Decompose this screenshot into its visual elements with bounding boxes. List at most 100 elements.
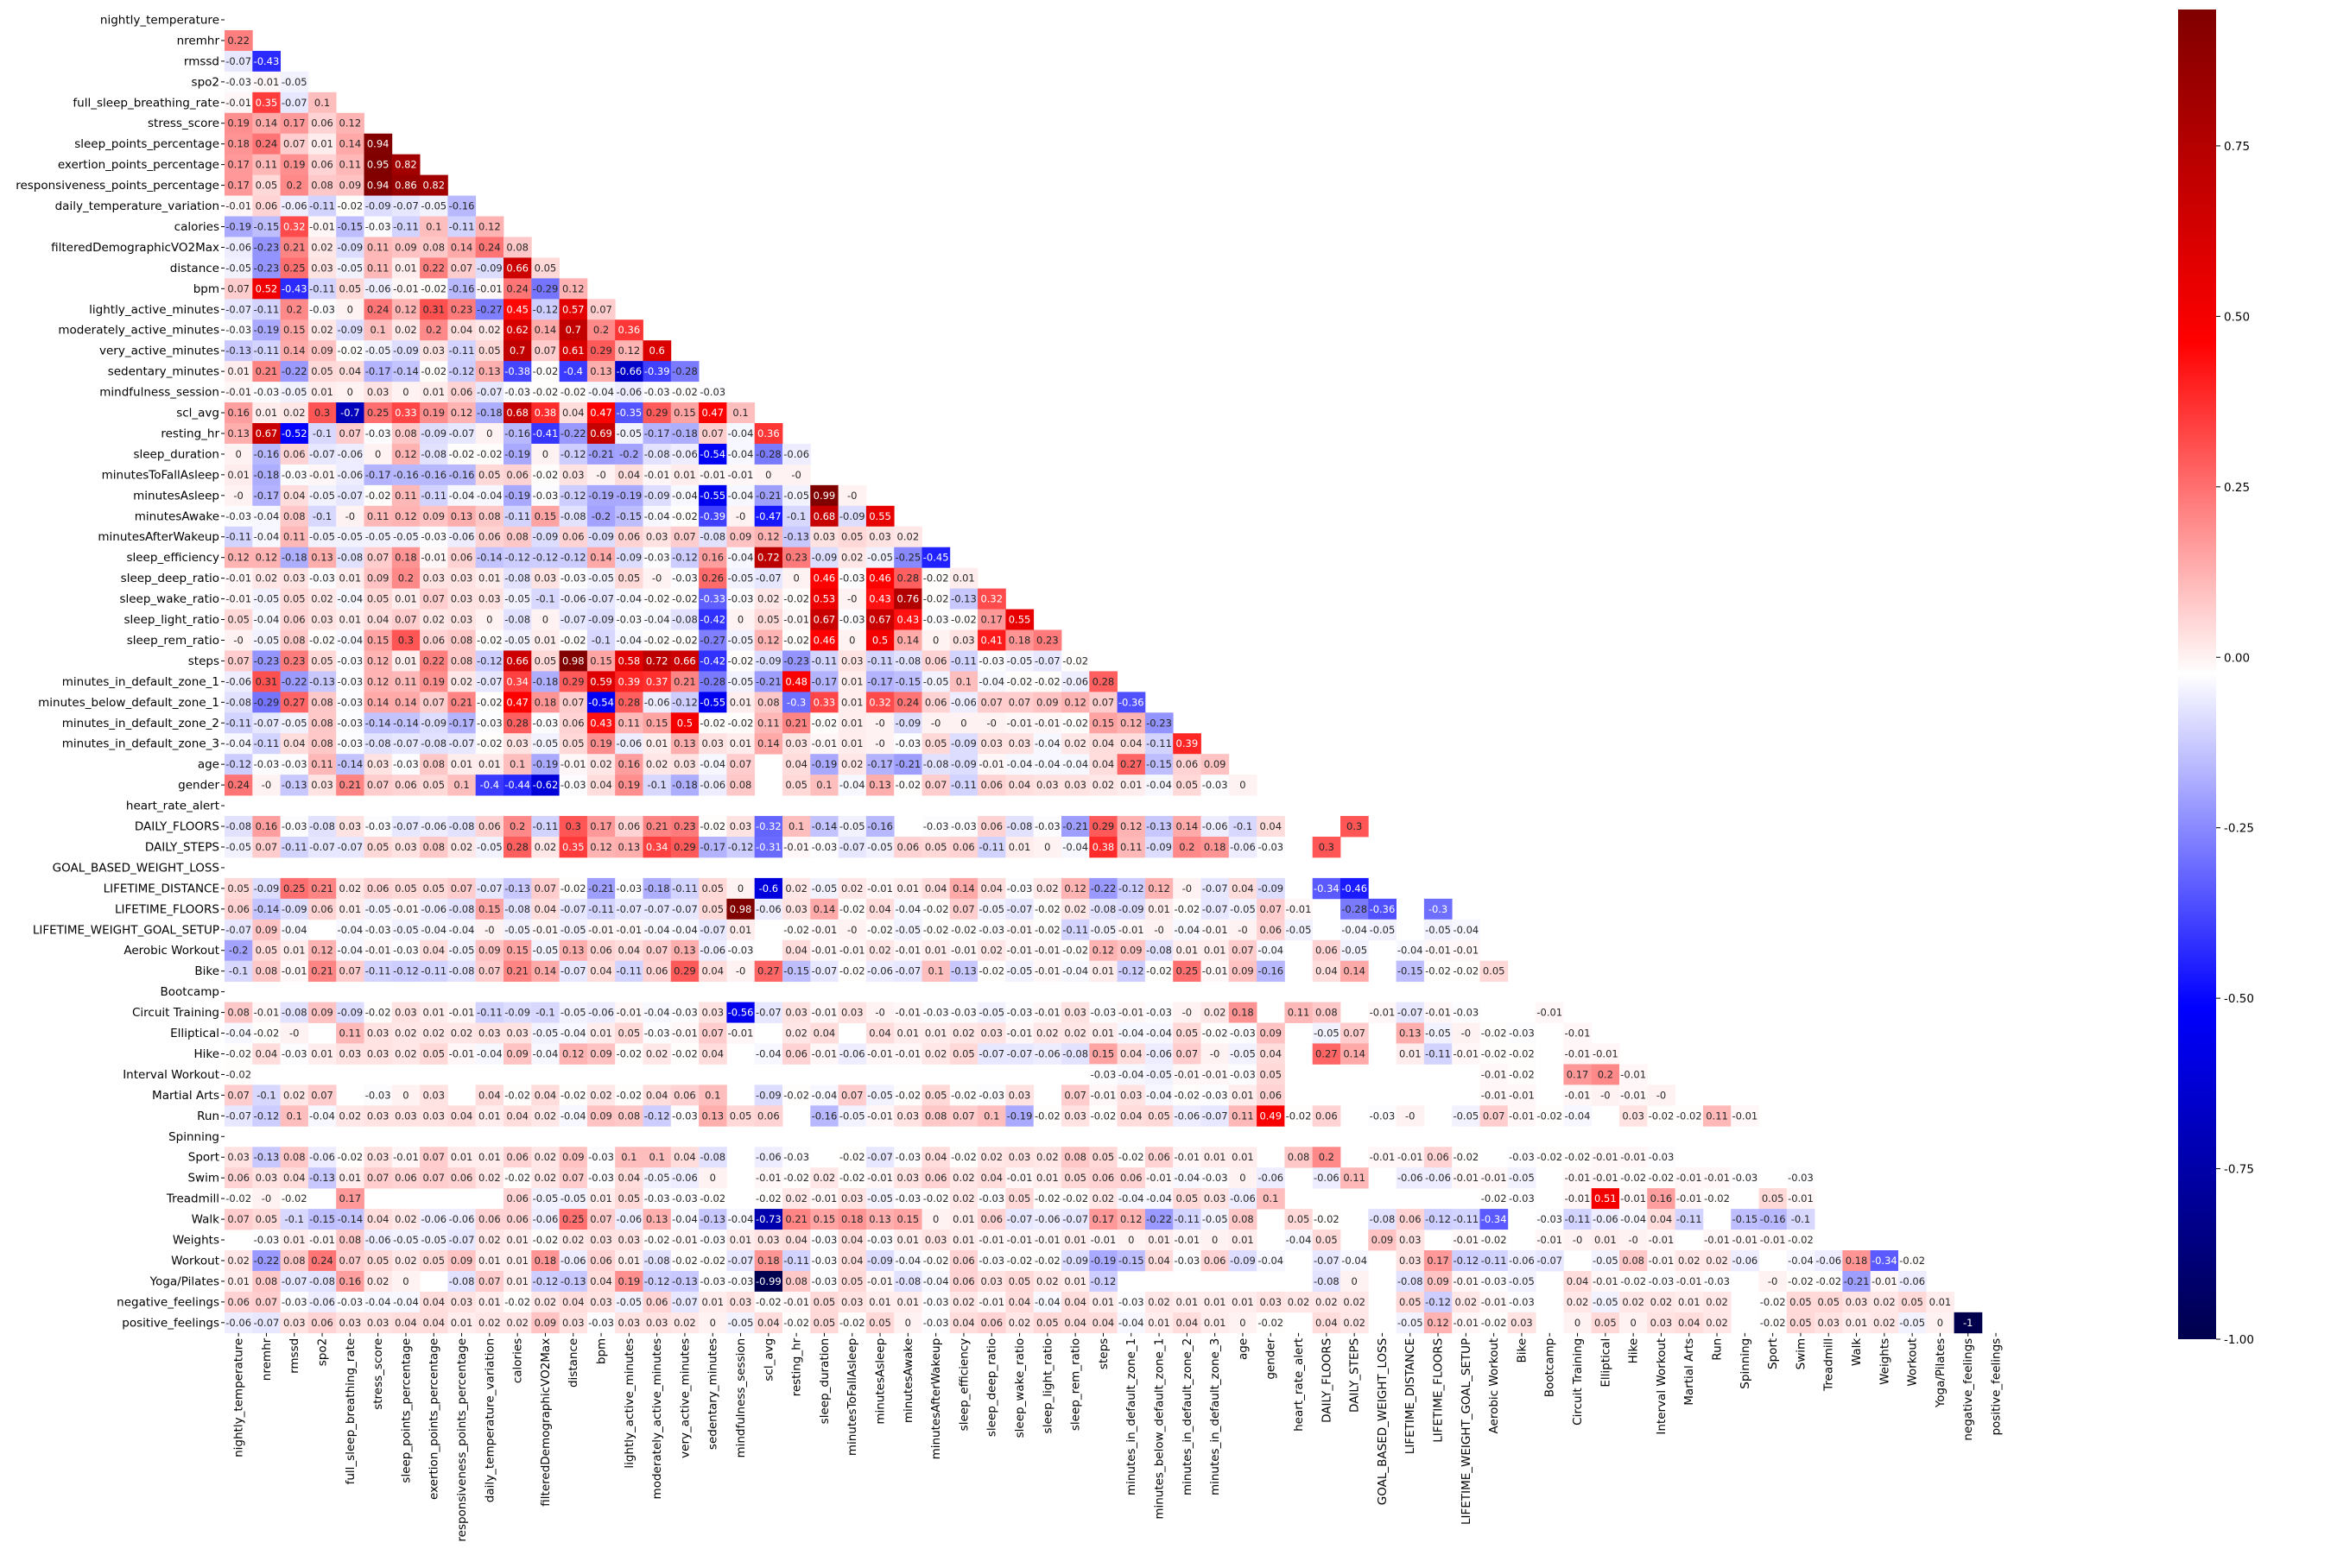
cell-value-label: -0.13: [282, 779, 307, 791]
heatmap-cell: [504, 319, 532, 341]
cell-value-label: -0.07: [1007, 1213, 1033, 1225]
cell-value-label: -0.08: [225, 696, 251, 708]
cell-value-label: -0.02: [1815, 1275, 1841, 1287]
row-label: Interval Workout: [123, 1068, 219, 1082]
cell-value-label: 0.08: [451, 634, 473, 646]
cell-value-label: -0.01: [644, 469, 670, 481]
cell-value-label: 0.06: [1092, 1172, 1115, 1184]
cell-value-label: 0.06: [953, 841, 975, 853]
heatmap-cell: [615, 402, 643, 424]
cell-value-label: 0.04: [980, 1172, 1003, 1184]
cell-value-label: 0.28: [1092, 675, 1115, 687]
cell-value-label: -0.04: [1341, 1255, 1367, 1267]
cell-value-label: 0.12: [256, 552, 278, 564]
column-label: sleep_wake_ratio: [1013, 1338, 1027, 1438]
cell-value-label: -0.07: [1202, 882, 1228, 895]
cell-value-label: -0.07: [672, 1296, 698, 1308]
cell-value-label: 0.12: [757, 634, 780, 646]
cell-value-label: -0.11: [951, 654, 977, 667]
column-label: sleep_deep_ratio: [985, 1338, 999, 1437]
heatmap-cell: [364, 382, 393, 403]
cell-value-label: -0.02: [477, 634, 503, 646]
cell-value-label: -0.04: [728, 1213, 754, 1225]
cell-value-label: 0.02: [1678, 1255, 1700, 1267]
cell-value-label: 0.04: [339, 365, 362, 377]
cell-value-label: -0.17: [254, 490, 280, 502]
cell-value-label: 0.02: [367, 1275, 390, 1287]
cell-value-label: 0.05: [1315, 1234, 1338, 1246]
cell-value-label: 0: [1351, 1275, 1357, 1287]
cell-value-label: 0.02: [535, 1172, 557, 1184]
cell-value-label: 0.08: [422, 758, 445, 770]
heatmap-cell: [364, 174, 393, 196]
cell-value-label: -0.07: [560, 903, 586, 915]
cell-value-label: -0.32: [756, 820, 782, 832]
cell-value-label: -0.08: [560, 510, 586, 522]
cell-value-label: 0.15: [283, 324, 306, 336]
cell-value-label: 0.08: [311, 737, 333, 749]
cell-value-label: 0.05: [814, 1296, 836, 1308]
cell-value-label: 0.5: [677, 717, 693, 729]
cell-value-label: 0.01: [1009, 841, 1031, 853]
cell-value-label: -0.39: [644, 365, 670, 377]
cell-value-label: 0.15: [478, 903, 501, 915]
heatmap-cell: [475, 382, 504, 403]
cell-value-label: -0.11: [421, 965, 446, 977]
column-label: Walk: [1850, 1338, 1864, 1367]
heatmap-cell: [615, 464, 643, 486]
cell-value-label: 0.03: [367, 1047, 390, 1059]
cell-value-label: 0.04: [535, 903, 557, 915]
cell-value-label: -0.02: [616, 1089, 642, 1101]
cell-value-label: -0.01: [1732, 1234, 1758, 1246]
cell-value-label: 0.09: [562, 1151, 585, 1163]
cell-value-label: 0.12: [562, 1047, 585, 1059]
cell-value-label: 0.01: [730, 924, 752, 936]
cell-value-label: -0.42: [700, 654, 725, 667]
cell-value-label: -0.04: [421, 924, 446, 936]
cell-value-label: 0.14: [953, 882, 975, 895]
cell-value-label: -0.02: [756, 1296, 782, 1308]
cell-value-label: -0.05: [839, 820, 865, 832]
cell-value-label: -0.02: [282, 1192, 307, 1204]
cell-value-label: -0.01: [1007, 1234, 1033, 1246]
cell-value-label: -0.02: [1007, 1255, 1033, 1267]
cell-value-label: 0.21: [506, 965, 529, 977]
cell-value-label: 0.02: [535, 1296, 557, 1308]
row-label: sleep_points_percentage: [74, 137, 219, 151]
cell-value-label: 0.13: [1399, 1027, 1422, 1040]
heatmap-cell: [336, 423, 364, 445]
cell-value-label: -0.01: [421, 552, 446, 564]
cell-value-label: 0.03: [422, 572, 445, 585]
column-label: Aerobic Workout: [1487, 1338, 1501, 1434]
cell-value-label: 0.08: [1622, 1255, 1644, 1267]
cell-value-label: -0.02: [700, 820, 725, 832]
row-label: Hike: [193, 1047, 219, 1061]
cell-value-label: -0.08: [309, 1275, 335, 1287]
heatmap-cell: [225, 237, 253, 258]
heatmap-cell: [364, 423, 393, 445]
cell-value-label: -0.03: [337, 696, 363, 708]
cell-value-label: -0.04: [337, 945, 363, 957]
cell-value-label: 0.07: [422, 1151, 445, 1163]
cell-value-label: 0.29: [674, 965, 696, 977]
cell-value-label: 0.05: [535, 262, 557, 274]
cell-value-label: -0.12: [225, 758, 251, 770]
cell-value-label: 0: [402, 386, 408, 398]
cell-value-label: 0.06: [618, 531, 641, 543]
column-label: very_active_minutes: [678, 1338, 692, 1458]
cell-value-label: 0.01: [1148, 1317, 1170, 1329]
cell-value-label: 0.21: [311, 965, 333, 977]
cell-value-label: 0.01: [311, 386, 333, 398]
heatmap-cell: [252, 92, 281, 114]
cell-value-label: -0.03: [923, 1317, 949, 1329]
cell-value-label: 0.5: [872, 634, 888, 646]
cell-value-label: 0.03: [227, 1151, 250, 1163]
cell-value-label: -0.06: [282, 200, 307, 212]
cell-value-label: 0.15: [1092, 1047, 1115, 1059]
cell-value-label: 0.04: [590, 779, 612, 791]
heatmap-cell: [225, 29, 253, 52]
cell-value-label: -0.03: [282, 469, 307, 481]
heatmap-cell: [504, 278, 532, 300]
cell-value-label: 0.12: [562, 282, 585, 294]
cell-value-label: 0.03: [897, 1172, 920, 1184]
